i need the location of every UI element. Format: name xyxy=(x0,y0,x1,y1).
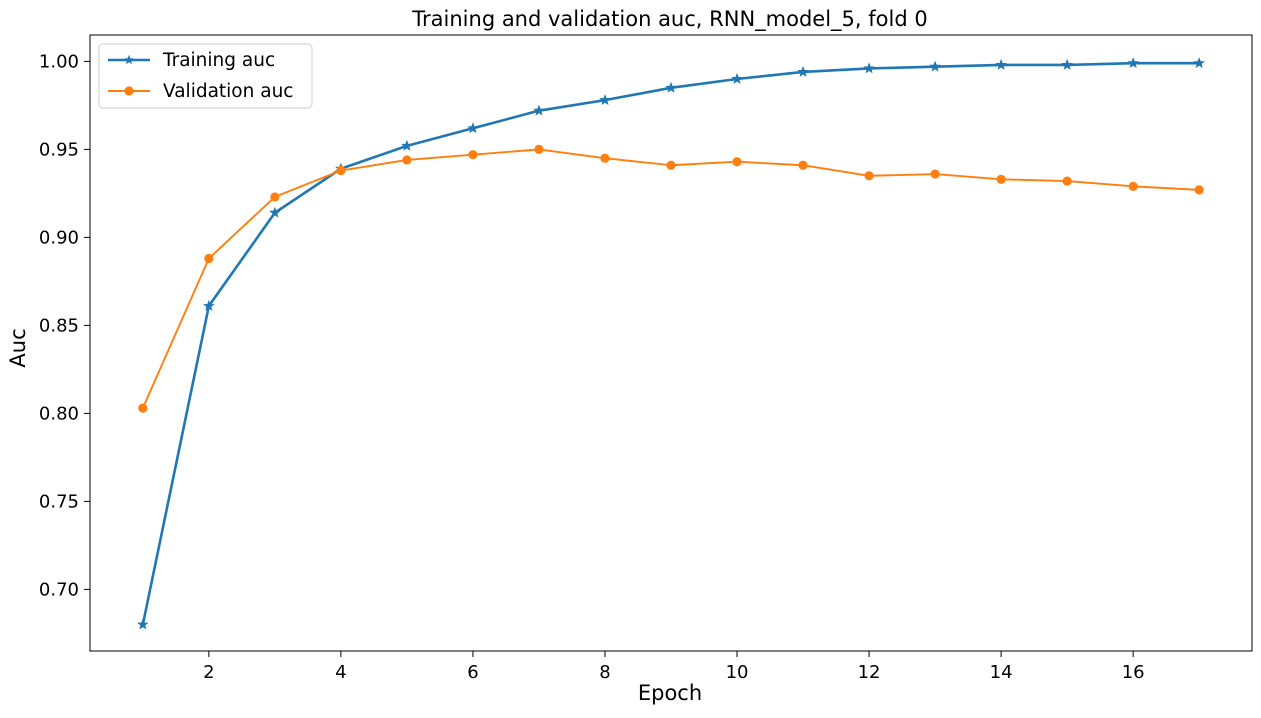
legend-entry: Validation auc xyxy=(108,81,293,102)
series-1-point xyxy=(533,104,545,116)
legend-label: Training auc xyxy=(162,50,275,71)
series-1-point xyxy=(467,122,479,134)
series-1-point xyxy=(203,299,215,311)
plot-frame xyxy=(89,34,1253,652)
y-tick-label: 1.00 xyxy=(39,51,79,72)
legend-box xyxy=(98,43,313,109)
series-2-line xyxy=(141,148,1200,409)
series-1-point xyxy=(1061,58,1073,70)
series-2-point xyxy=(336,165,346,176)
y-tick-label: 0.90 xyxy=(39,227,79,248)
legend-marker xyxy=(124,54,134,65)
series-2-point xyxy=(270,192,280,202)
series-2-point xyxy=(864,171,874,181)
legend-label: Validation auc xyxy=(163,81,293,102)
x-tick-label: 12 xyxy=(858,662,881,683)
series-1 xyxy=(137,57,1205,630)
series-1-point xyxy=(269,206,281,218)
x-axis-label: Epoch xyxy=(638,681,702,705)
plot-area xyxy=(137,57,1205,630)
series-2-point xyxy=(138,403,148,413)
x-tick-label: 16 xyxy=(1122,662,1145,683)
series-1-point xyxy=(863,62,875,74)
series-1-point xyxy=(1193,57,1205,69)
series-2-point xyxy=(204,253,214,264)
series-1-point xyxy=(1127,57,1139,69)
series-2-point xyxy=(798,160,808,170)
series-1-point xyxy=(995,58,1007,70)
y-tick-label: 0.70 xyxy=(39,579,79,600)
series-1-point xyxy=(929,60,941,72)
chart-title: Training and validation auc, RNN_model_5… xyxy=(411,7,927,32)
legend: Training auc Validation auc xyxy=(98,43,313,109)
series-2-point xyxy=(1062,176,1072,186)
series-1-point xyxy=(599,94,611,106)
series-2-point xyxy=(402,155,412,165)
x-tick-label: 6 xyxy=(467,662,478,683)
series-2-point xyxy=(600,153,610,163)
series-1-point xyxy=(731,72,743,84)
series-2-point xyxy=(666,160,676,170)
series-2 xyxy=(138,144,1204,413)
y-tick-label: 0.75 xyxy=(39,491,79,512)
y-tick-label: 0.80 xyxy=(39,403,79,424)
series-2-point xyxy=(1128,181,1138,191)
y-tick-label: 0.85 xyxy=(39,315,79,336)
series-2-point xyxy=(996,174,1006,184)
series-2-point xyxy=(732,157,742,167)
series-1-point xyxy=(797,65,809,77)
x-tick-label: 4 xyxy=(335,662,346,683)
series-2-point xyxy=(468,150,478,160)
x-tick-label: 14 xyxy=(990,662,1013,683)
axes: 2 4 6 8 10 12 14 16 0.70 0.75 0.80 0.85 0.90 0.95 1.00 xyxy=(39,34,1253,683)
legend-marker xyxy=(124,86,134,96)
y-tick-label: 0.95 xyxy=(39,139,79,160)
series-2-point xyxy=(534,144,544,154)
series-2-point xyxy=(930,169,940,179)
x-tick-label: 2 xyxy=(203,662,214,683)
series-1-point xyxy=(401,139,413,151)
series-1-point xyxy=(665,81,677,93)
x-tick-label: 10 xyxy=(726,662,749,683)
x-tick-label: 8 xyxy=(599,662,610,683)
series-1-point xyxy=(137,618,149,630)
series-2-point xyxy=(1194,185,1204,195)
legend-entry: Training auc xyxy=(108,50,275,71)
series-1-line xyxy=(141,61,1200,625)
y-axis-label: Auc xyxy=(6,328,30,367)
